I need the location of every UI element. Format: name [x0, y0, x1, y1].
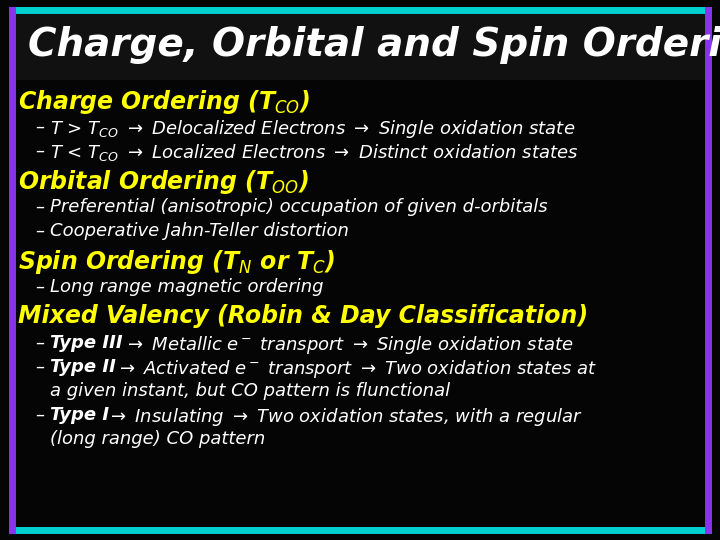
- Text: $\rightarrow$ Activated e$^-$ transport $\rightarrow$ Two oxidation states at: $\rightarrow$ Activated e$^-$ transport …: [110, 358, 598, 380]
- Text: Charge Ordering (T$_{CO}$): Charge Ordering (T$_{CO}$): [18, 88, 310, 116]
- Text: $\rightarrow$ Insulating $\rightarrow$ Two oxidation states, with a regular: $\rightarrow$ Insulating $\rightarrow$ T…: [101, 406, 583, 428]
- Text: Mixed Valency (Robin & Day Classification): Mixed Valency (Robin & Day Classificatio…: [18, 304, 588, 328]
- Text: –: –: [35, 142, 44, 160]
- Text: –: –: [35, 406, 44, 424]
- Text: Orbital Ordering (T$_{OO}$): Orbital Ordering (T$_{OO}$): [18, 168, 309, 196]
- Text: Type II: Type II: [50, 358, 116, 376]
- Text: Spin Ordering (T$_N$ or T$_C$): Spin Ordering (T$_N$ or T$_C$): [18, 248, 336, 276]
- Text: –: –: [35, 278, 44, 296]
- Text: –: –: [35, 334, 44, 352]
- Text: Type I: Type I: [50, 406, 109, 424]
- Text: –: –: [35, 222, 44, 240]
- Text: a given instant, but CO pattern is flunctional: a given instant, but CO pattern is flunc…: [50, 382, 450, 400]
- Text: $\rightarrow$ Metallic e$^-$ transport $\rightarrow$ Single oxidation state: $\rightarrow$ Metallic e$^-$ transport $…: [118, 334, 574, 356]
- Text: Cooperative Jahn-Teller distortion: Cooperative Jahn-Teller distortion: [50, 222, 349, 240]
- Text: Long range magnetic ordering: Long range magnetic ordering: [50, 278, 323, 296]
- Text: Preferential (anisotropic) occupation of given d-orbitals: Preferential (anisotropic) occupation of…: [50, 198, 548, 216]
- Text: –: –: [35, 198, 44, 216]
- Bar: [12, 10, 708, 80]
- Text: T > T$_{CO}$ $\rightarrow$ Delocalized Electrons $\rightarrow$ Single oxidation : T > T$_{CO}$ $\rightarrow$ Delocalized E…: [50, 118, 575, 140]
- Text: –: –: [35, 118, 44, 136]
- Text: Type III: Type III: [50, 334, 122, 352]
- Text: Charge, Orbital and Spin Ordering: Charge, Orbital and Spin Ordering: [28, 26, 720, 64]
- Text: T < T$_{CO}$ $\rightarrow$ Localized Electrons $\rightarrow$ Distinct oxidation : T < T$_{CO}$ $\rightarrow$ Localized Ele…: [50, 142, 579, 163]
- Text: –: –: [35, 358, 44, 376]
- Text: (long range) CO pattern: (long range) CO pattern: [50, 430, 265, 448]
